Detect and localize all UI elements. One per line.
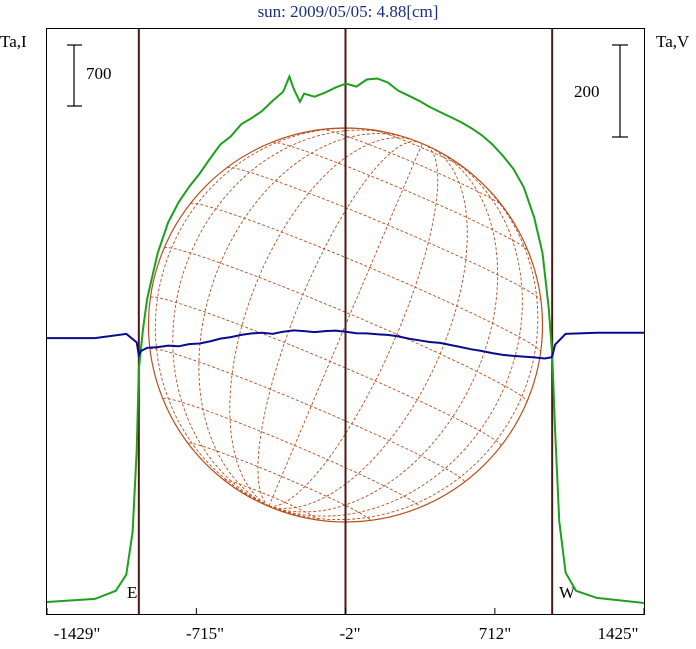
stokes-v-line bbox=[47, 329, 644, 360]
right-scale-bar bbox=[612, 44, 628, 138]
longitude-line bbox=[268, 147, 468, 509]
x-tick-label: 712" bbox=[478, 624, 512, 643]
stokes-i-line bbox=[46, 73, 645, 604]
left-scale-bar-label: 700 bbox=[86, 64, 112, 83]
longitude-line bbox=[268, 168, 539, 521]
longitude-line bbox=[229, 137, 413, 507]
x-tick-label: -1429" bbox=[53, 624, 101, 643]
latitude-line bbox=[374, 129, 466, 169]
chart-title: sun: 2009/05/05: 4.88[cm] bbox=[257, 2, 439, 21]
longitude-line bbox=[268, 143, 423, 507]
longitude-line bbox=[268, 145, 439, 507]
right-scale-bar-label: 200 bbox=[574, 82, 600, 101]
latitude-line bbox=[190, 202, 541, 352]
longitude-line bbox=[172, 129, 398, 507]
longitude-line bbox=[268, 155, 523, 517]
longitude-line bbox=[257, 140, 418, 507]
x-tick-label: 1425" bbox=[597, 624, 639, 643]
x-tick-label: -2" bbox=[339, 624, 361, 643]
longitude-line bbox=[198, 133, 409, 507]
longitude-line bbox=[154, 127, 375, 507]
limb-label-east: E bbox=[127, 583, 138, 602]
latitude-line bbox=[321, 128, 503, 207]
right-axis-label: Ta,V bbox=[656, 32, 690, 51]
limb-label-west: W bbox=[559, 583, 576, 602]
left-scale-bar bbox=[67, 44, 82, 107]
longitude-line bbox=[268, 149, 499, 513]
x-axis-ticks bbox=[46, 608, 645, 614]
plot-frame bbox=[46, 28, 645, 615]
solar-disk-grid bbox=[147, 127, 544, 523]
reference-lines bbox=[137, 29, 554, 614]
left-axis-label: Ta,I bbox=[0, 32, 27, 51]
x-tick-label: -715" bbox=[185, 624, 225, 643]
latitude-line bbox=[149, 348, 465, 483]
